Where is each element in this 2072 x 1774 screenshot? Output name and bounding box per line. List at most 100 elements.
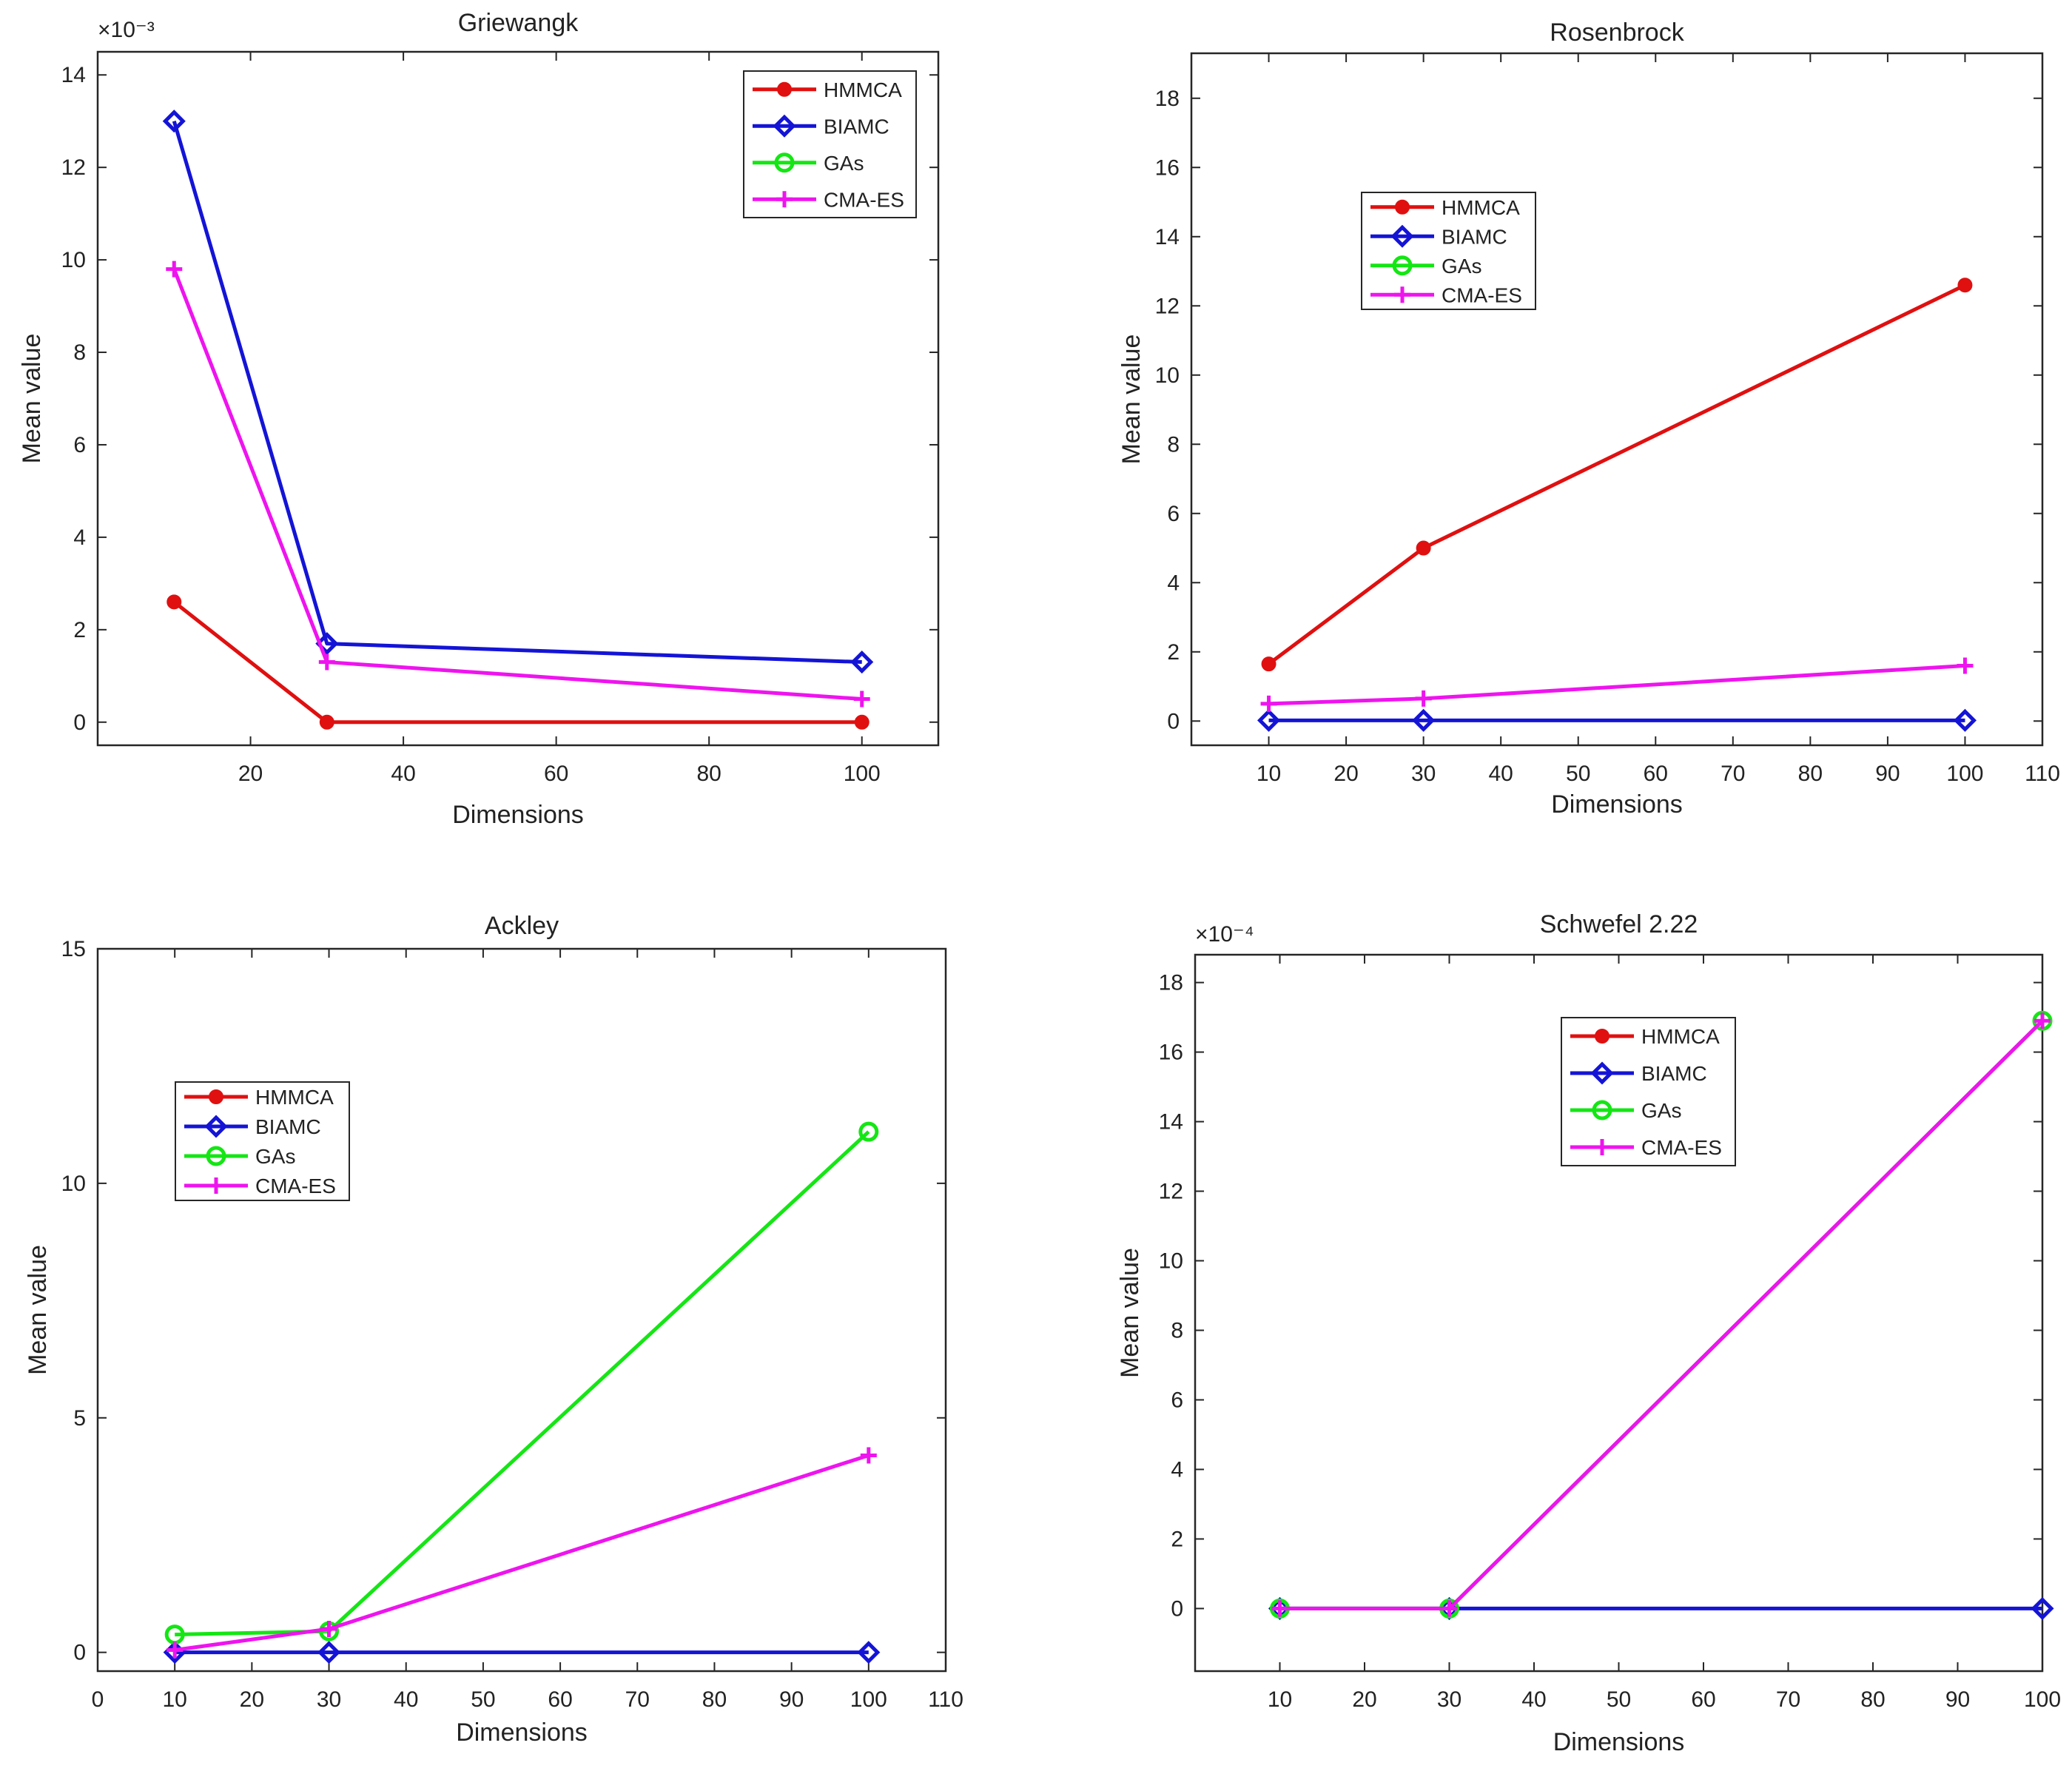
legend-marker bbox=[206, 1146, 226, 1166]
x-tick-label: 10 bbox=[1257, 762, 1281, 786]
legend-item-hmmca: HMMCA bbox=[184, 1086, 334, 1109]
x-tick-label: 90 bbox=[1945, 1687, 1970, 1712]
legend-item-cma-es: CMA-ES bbox=[1570, 1136, 1722, 1159]
legend-label: BIAMC bbox=[1442, 225, 1507, 248]
legend-marker bbox=[1394, 286, 1410, 303]
legend-label: CMA-ES bbox=[255, 1175, 336, 1197]
x-tick-label: 40 bbox=[1488, 762, 1513, 786]
legend-label: CMA-ES bbox=[1442, 283, 1522, 306]
y-tick-label: 15 bbox=[61, 937, 86, 961]
legend: HMMCA BIAMC GAs CMA-ES bbox=[175, 1081, 350, 1201]
y-tick-label: 6 bbox=[1171, 1388, 1183, 1412]
data-point bbox=[1957, 278, 1973, 293]
data-point bbox=[1415, 690, 1432, 707]
y-tick-label: 16 bbox=[1155, 155, 1180, 180]
legend-box bbox=[175, 1081, 350, 1201]
legend-label: GAs bbox=[824, 152, 864, 175]
x-tick-label: 80 bbox=[702, 1687, 727, 1712]
legend: HMMCA BIAMC GAs CMA-ES bbox=[743, 70, 917, 218]
x-tick-label: 20 bbox=[1333, 762, 1358, 786]
x-tick-label: 70 bbox=[1776, 1687, 1800, 1712]
y-tick-label: 8 bbox=[1171, 1318, 1183, 1343]
y-axis-label: Mean value bbox=[18, 334, 46, 464]
series-hmmca bbox=[1261, 278, 1973, 672]
y-tick-label: 12 bbox=[61, 155, 86, 180]
y-tick-label: 4 bbox=[1167, 571, 1180, 595]
plot-area bbox=[1190, 52, 2044, 747]
subplot-4: 10 20 30 40 50 60 70 80 90 100 0 2 4 6 8 10 12 14 16 18 Schw… bbox=[1116, 910, 2061, 1756]
x-tick-label: 20 bbox=[240, 1687, 264, 1712]
x-tick-label: 90 bbox=[1875, 762, 1900, 786]
x-tick-label: 70 bbox=[1720, 762, 1745, 786]
x-axis-label: Dimensions bbox=[1553, 1728, 1685, 1756]
x-tick-label: 20 bbox=[238, 762, 263, 786]
x-tick-label: 80 bbox=[1798, 762, 1823, 786]
data-point bbox=[166, 1642, 184, 1659]
legend-label: CMA-ES bbox=[1641, 1136, 1722, 1159]
legend-marker bbox=[1392, 255, 1413, 276]
x-tick-label: 10 bbox=[1268, 1687, 1292, 1712]
data-point bbox=[854, 714, 870, 730]
y-tick-label: 4 bbox=[73, 525, 86, 550]
legend-item-hmmca: HMMCA bbox=[1370, 196, 1520, 219]
y-axis-label: Mean value bbox=[1117, 335, 1146, 465]
data-point bbox=[1261, 656, 1276, 672]
legend-item-cma-es: CMA-ES bbox=[753, 188, 904, 211]
legend-marker bbox=[1595, 1029, 1610, 1044]
legend-box bbox=[1361, 192, 1536, 310]
y-tick-label: 0 bbox=[1167, 709, 1180, 733]
data-point bbox=[1416, 540, 1431, 556]
x-tick-label: 40 bbox=[394, 1687, 418, 1712]
y-tick-label: 10 bbox=[61, 1172, 86, 1196]
legend-label: BIAMC bbox=[255, 1115, 321, 1138]
y-tick-label: 5 bbox=[73, 1406, 86, 1431]
y-axis-label: Mean value bbox=[1116, 1248, 1144, 1378]
data-point bbox=[858, 1121, 879, 1142]
data-point bbox=[1412, 708, 1436, 732]
y-tick-label: 10 bbox=[61, 248, 86, 272]
y-tick-label: 18 bbox=[1159, 971, 1183, 995]
data-point bbox=[850, 651, 874, 674]
series-cma-es bbox=[166, 261, 870, 708]
legend-label: GAs bbox=[1442, 255, 1481, 278]
chart-title: Rosenbrock bbox=[1550, 19, 1684, 47]
data-point bbox=[1271, 1600, 1288, 1617]
series-cma-es bbox=[1260, 657, 1974, 712]
data-point bbox=[2034, 1012, 2051, 1029]
y-tick-label: 6 bbox=[1167, 502, 1180, 526]
legend-marker bbox=[1594, 1139, 1610, 1155]
y-tick-label: 0 bbox=[73, 710, 86, 735]
x-tick-label: 60 bbox=[548, 1687, 572, 1712]
y-tick-label: 4 bbox=[1171, 1457, 1183, 1482]
legend-item-biamc: BIAMC bbox=[753, 114, 889, 138]
legend-label: HMMCA bbox=[255, 1086, 334, 1109]
data-point bbox=[853, 691, 870, 708]
legend-marker bbox=[208, 1177, 224, 1194]
data-point bbox=[162, 110, 186, 133]
x-axis-label: Dimensions bbox=[1551, 790, 1683, 819]
legend-label: HMMCA bbox=[1442, 196, 1520, 219]
axis-multiplier: ×10⁻³ bbox=[98, 18, 155, 42]
legend-item-gas: GAs bbox=[753, 152, 864, 175]
y-tick-label: 14 bbox=[1155, 225, 1180, 249]
legend-item-biamc: BIAMC bbox=[1570, 1061, 1707, 1085]
subplot-1: 20 40 60 80 100 0 2 4 6 8 10 12 14 Griewangk Dimension… bbox=[18, 9, 940, 829]
legend-item-hmmca: HMMCA bbox=[753, 78, 902, 101]
y-tick-label: 10 bbox=[1155, 363, 1180, 388]
y-axis-label: Mean value bbox=[24, 1245, 52, 1375]
x-tick-label: 30 bbox=[1411, 762, 1436, 786]
legend-label: GAs bbox=[1641, 1099, 1681, 1122]
legend-label: BIAMC bbox=[1641, 1062, 1707, 1085]
legend-box bbox=[743, 70, 917, 218]
x-tick-label: 30 bbox=[1437, 1687, 1462, 1712]
x-tick-label: 110 bbox=[2025, 762, 2060, 786]
x-tick-label: 100 bbox=[2024, 1687, 2061, 1712]
x-tick-label: 20 bbox=[1352, 1687, 1376, 1712]
data-point bbox=[860, 1447, 877, 1464]
series-biamc bbox=[162, 110, 874, 674]
y-tick-label: 2 bbox=[1167, 640, 1180, 665]
y-tick-label: 14 bbox=[1159, 1110, 1183, 1135]
y-tick-label: 12 bbox=[1155, 294, 1180, 318]
x-axis-label: Dimensions bbox=[452, 801, 584, 829]
